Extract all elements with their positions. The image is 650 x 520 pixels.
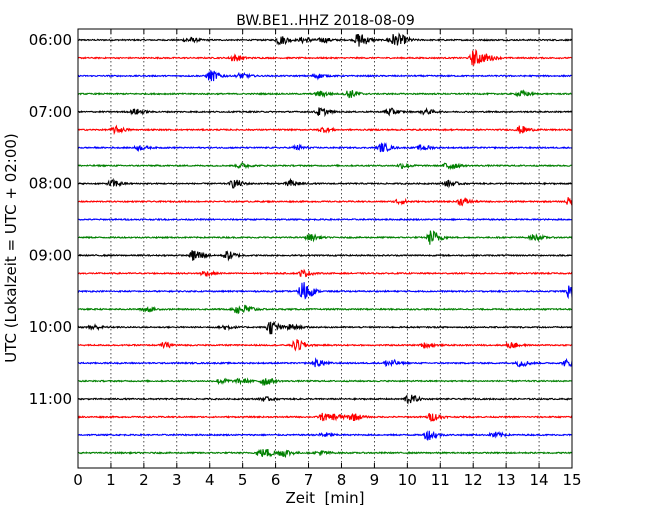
trace-row-0 — [77, 32, 573, 47]
trace-row-15 — [77, 304, 573, 315]
trace-row-16 — [77, 321, 573, 335]
y-tick-label: 08:00 — [29, 175, 72, 193]
x-tick-label: 9 — [370, 471, 380, 489]
trace-row-14 — [77, 282, 573, 300]
trace-row-1 — [77, 48, 573, 66]
x-tick-label: 10 — [398, 471, 417, 489]
trace-row-5 — [77, 124, 573, 136]
chart-title: BW.BE1..HHZ 2018-08-09 — [236, 13, 415, 29]
x-tick-label: 14 — [530, 471, 549, 489]
x-axis-label: Zeit [min] — [285, 489, 364, 507]
y-tick-label: 11:00 — [29, 390, 72, 408]
trace-row-11 — [77, 230, 573, 245]
trace-row-7 — [77, 161, 573, 171]
trace-row-12 — [77, 250, 573, 262]
trace-row-17 — [77, 339, 573, 352]
trace-row-10 — [77, 217, 573, 222]
trace-row-23 — [77, 448, 573, 459]
x-tick-label: 0 — [73, 471, 83, 489]
x-tick-label: 15 — [562, 471, 581, 489]
x-tick-label: 7 — [304, 471, 314, 489]
seismogram-traces — [77, 32, 573, 459]
trace-row-13 — [77, 268, 573, 278]
x-tick-label: 11 — [431, 471, 450, 489]
y-tick-label: 07:00 — [29, 103, 72, 121]
trace-row-4 — [77, 106, 573, 118]
trace-row-9 — [77, 196, 573, 207]
x-tick-label: 12 — [464, 471, 483, 489]
y-axis-label: UTC (Lokalzeit = UTC + 02:00) — [2, 133, 20, 363]
x-tick-label: 2 — [139, 471, 149, 489]
y-tick-label: 06:00 — [29, 31, 72, 49]
trace-row-8 — [77, 177, 573, 189]
x-tick-label: 5 — [238, 471, 248, 489]
trace-row-21 — [77, 412, 573, 422]
plot-frame — [77, 28, 573, 469]
trace-row-18 — [77, 357, 573, 368]
trace-row-19 — [77, 377, 573, 386]
trace-row-20 — [77, 394, 573, 405]
x-tick-label: 3 — [172, 471, 182, 489]
y-tick-label: 10:00 — [29, 318, 72, 336]
x-tick-label: 1 — [106, 471, 116, 489]
trace-row-22 — [77, 430, 573, 441]
x-axis-ticks: 0 1 2 3 4 5 6 7 8 9 10 11 12 13 14 15 — [73, 29, 582, 489]
x-tick-label: 13 — [497, 471, 516, 489]
vertical-gridlines — [110, 29, 540, 468]
x-tick-label: 6 — [271, 471, 281, 489]
x-tick-label: 8 — [337, 471, 347, 489]
x-tick-label: 4 — [205, 471, 215, 489]
y-tick-label: 09:00 — [29, 246, 72, 264]
trace-row-3 — [77, 89, 573, 99]
y-axis-ticks: 06:00 07:00 08:00 09:00 10:00 11:00 — [29, 31, 572, 408]
trace-row-6 — [77, 142, 573, 153]
trace-row-2 — [77, 70, 573, 82]
